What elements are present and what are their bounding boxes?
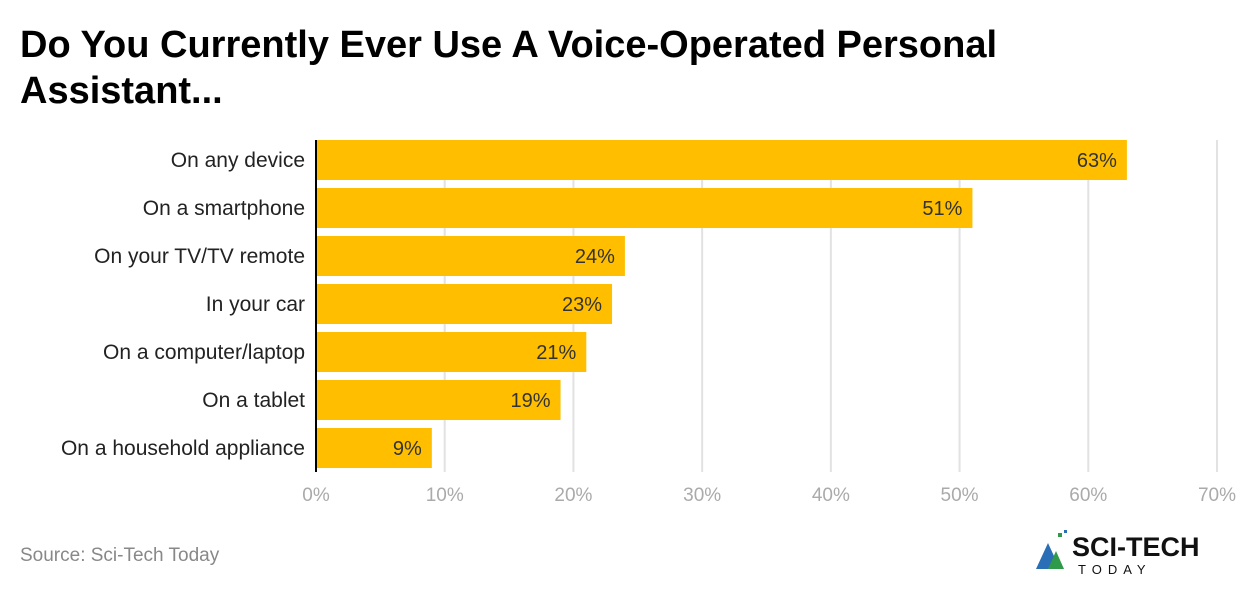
data-label: 21% (536, 342, 576, 364)
category-label: On a household appliance (61, 437, 305, 460)
bar (316, 332, 587, 372)
bar (316, 188, 973, 228)
category-label: In your car (206, 293, 305, 316)
x-tick-label: 40% (812, 485, 850, 506)
category-label: On a computer/laptop (103, 341, 305, 364)
category-label: On your TV/TV remote (94, 245, 305, 268)
category-label: On a smartphone (143, 197, 305, 220)
data-label: 51% (922, 198, 962, 220)
svg-text:SCI-TECH: SCI-TECH (1072, 532, 1200, 562)
x-tick-label: 50% (941, 485, 979, 506)
data-label: 19% (511, 390, 551, 412)
chart-title: Do You Currently Ever Use A Voice-Operat… (20, 24, 998, 112)
sci-tech-today-logo: SCI-TECH TODAY (1036, 530, 1200, 577)
source-note: Source: Sci-Tech Today (20, 545, 220, 566)
x-tick-label: 60% (1069, 485, 1107, 506)
bar-chart: 0% 10% 20% 30% 40% 50% 60% 70% 63% On any device 5… (61, 140, 1236, 506)
bar (316, 236, 625, 276)
x-tick-label: 0% (302, 485, 330, 506)
bar (316, 140, 1127, 180)
x-tick-label: 20% (554, 485, 592, 506)
data-label: 24% (575, 246, 615, 268)
x-tick-label: 70% (1198, 485, 1236, 506)
bar (316, 428, 432, 468)
svg-text:TODAY: TODAY (1078, 562, 1152, 577)
data-label: 63% (1077, 150, 1117, 172)
bar (316, 380, 561, 420)
data-label: 9% (393, 438, 422, 460)
data-label: 23% (562, 294, 602, 316)
category-label: On any device (171, 149, 305, 172)
bar (316, 284, 613, 324)
x-tick-label: 10% (426, 485, 464, 506)
x-tick-label: 30% (683, 485, 721, 506)
category-label: On a tablet (202, 389, 305, 412)
